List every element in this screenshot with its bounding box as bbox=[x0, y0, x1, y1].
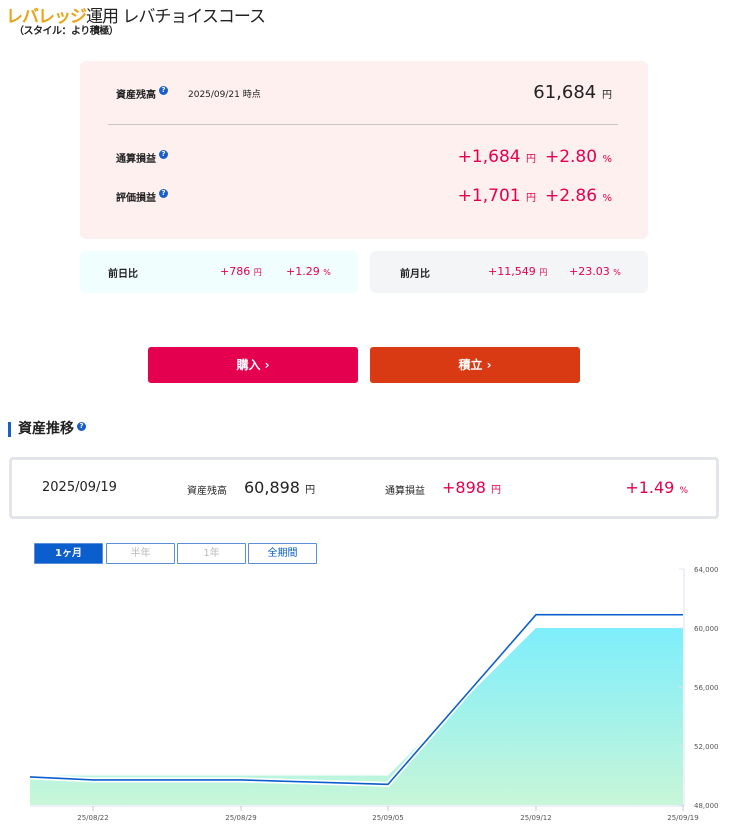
asset-line bbox=[29, 613, 684, 786]
help-icon[interactable]: ? bbox=[159, 86, 168, 95]
total-pl-value: +1,684 円 bbox=[457, 147, 536, 167]
help-icon[interactable]: ? bbox=[159, 150, 168, 159]
y-tick-label: 64,000 bbox=[694, 566, 719, 574]
course-style: （スタイル：より積極） bbox=[14, 26, 119, 37]
principal-area bbox=[30, 628, 683, 805]
section-title: 資産推移? bbox=[8, 422, 86, 437]
tab-1-month[interactable]: 1ヶ月 bbox=[34, 543, 103, 564]
divider bbox=[108, 124, 618, 125]
history-summary-card: 2025/09/19 資産残高 60,898 円 通算損益 +898 円 +1.… bbox=[9, 457, 719, 519]
tab-1-year[interactable]: 1年 bbox=[177, 543, 246, 564]
history-pl-pct: +1.49 % bbox=[625, 478, 688, 497]
y-tick-label: 52,000 bbox=[694, 743, 719, 751]
balance-value: 61,684 円 bbox=[533, 82, 612, 103]
day-change-card: 前日比 +786 円 +1.29 % bbox=[80, 251, 358, 293]
asset-chart: 48,000 52,000 56,000 60,000 64,000 25/08/22 25… bbox=[29, 566, 719, 822]
x-tick-label: 25/08/29 bbox=[225, 814, 256, 822]
x-tick-label: 25/08/22 bbox=[77, 814, 108, 822]
asset-summary-card bbox=[80, 61, 648, 239]
x-tick-label: 25/09/12 bbox=[520, 814, 551, 822]
x-tick-label: 25/09/19 bbox=[667, 814, 698, 822]
tab-all-period[interactable]: 全期間 bbox=[248, 543, 317, 564]
help-icon[interactable]: ? bbox=[159, 189, 168, 198]
reserve-button[interactable]: 積立 › bbox=[370, 347, 580, 383]
help-icon[interactable]: ? bbox=[77, 422, 86, 431]
eval-pl-value: +1,701 円 bbox=[457, 186, 536, 206]
history-pl: +898 円 bbox=[442, 478, 502, 497]
page-title: レバレッジ運用 レバチョイスコース bbox=[6, 7, 266, 27]
y-tick-label: 56,000 bbox=[694, 684, 719, 692]
tab-half-year[interactable]: 半年 bbox=[106, 543, 175, 564]
total-pl-label: 通算損益? bbox=[116, 150, 168, 165]
y-tick-label: 60,000 bbox=[694, 625, 719, 633]
eval-pl-pct: +2.86 % bbox=[544, 186, 612, 206]
y-tick-label: 48,000 bbox=[694, 802, 719, 810]
history-balance: 60,898 円 bbox=[244, 478, 316, 497]
x-tick-label: 25/09/05 bbox=[372, 814, 403, 822]
eval-pl-label: 評価損益? bbox=[116, 189, 168, 204]
buy-button[interactable]: 購入 › bbox=[148, 347, 358, 383]
total-pl-pct: +2.80 % bbox=[544, 147, 612, 167]
as-of-date: 2025/09/21 時点 bbox=[188, 90, 261, 100]
balance-label: 資産残高? bbox=[116, 86, 168, 101]
history-date: 2025/09/19 bbox=[42, 480, 117, 495]
month-change-card: 前月比 +11,549 円 +23.03 % bbox=[370, 251, 648, 293]
